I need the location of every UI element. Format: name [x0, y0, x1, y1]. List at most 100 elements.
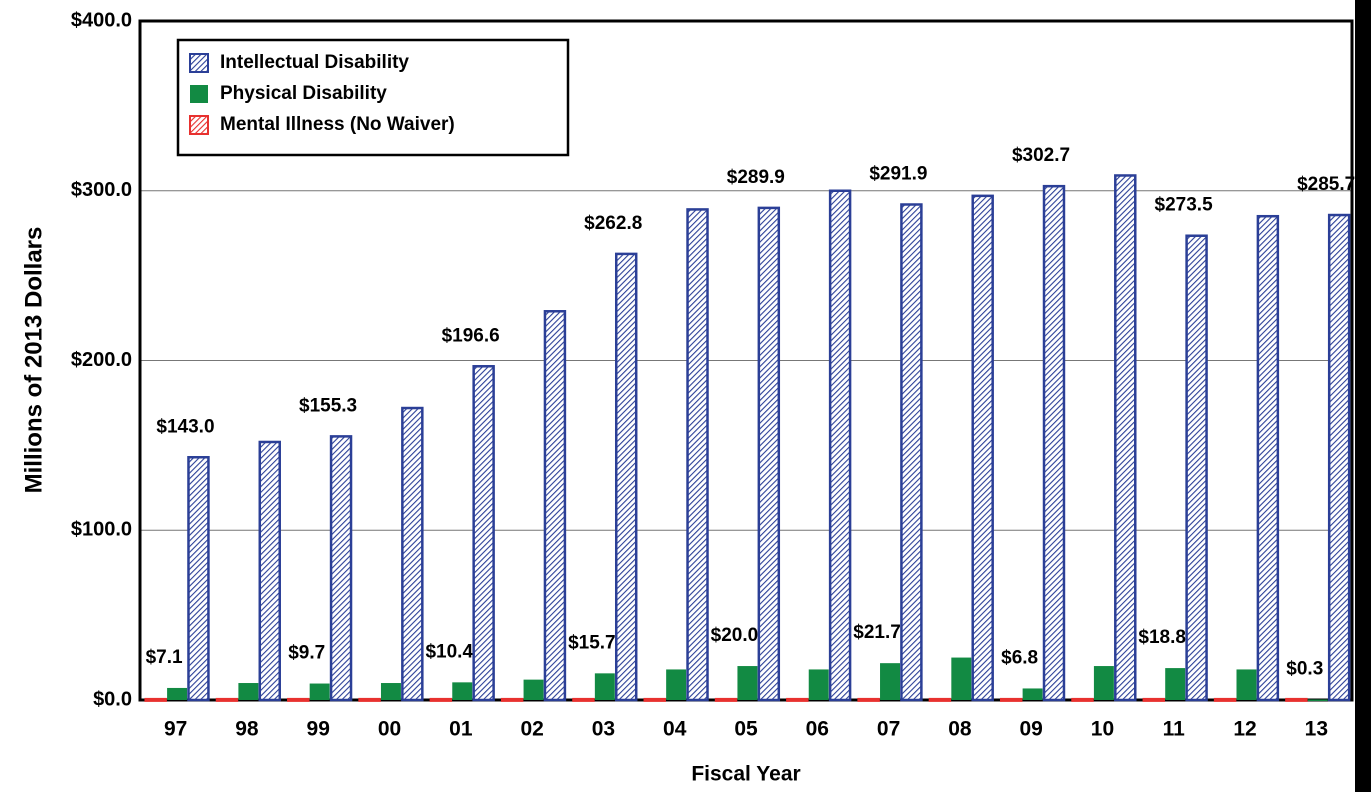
legend-swatch — [189, 53, 209, 73]
bar — [1114, 174, 1137, 702]
data-label: $196.6 — [442, 325, 500, 346]
x-tick-label: 09 — [1019, 718, 1042, 741]
bar — [594, 673, 615, 700]
bar — [380, 683, 401, 700]
y-tick-label: $300.0 — [71, 179, 132, 201]
bar — [666, 669, 687, 700]
data-label: $285.7 — [1297, 174, 1355, 195]
x-tick-label: 10 — [1091, 718, 1114, 741]
x-tick-label: 06 — [806, 718, 829, 741]
bar — [238, 683, 259, 700]
bar — [187, 456, 210, 702]
x-tick-label: 98 — [235, 718, 259, 741]
data-label: $9.7 — [288, 643, 325, 664]
bar — [329, 435, 353, 702]
legend-swatch — [190, 85, 208, 103]
bar — [523, 679, 544, 700]
bar — [1071, 697, 1094, 702]
data-label: $20.0 — [711, 625, 759, 646]
y-tick-label: $100.0 — [71, 519, 132, 541]
data-label: $302.7 — [1012, 145, 1070, 166]
bar — [401, 406, 424, 702]
x-tick-label: 01 — [449, 718, 473, 741]
bar — [614, 252, 638, 702]
data-label: $15.7 — [568, 632, 616, 653]
data-label: $7.1 — [146, 647, 183, 668]
legend-label: Physical Disability — [220, 83, 387, 104]
bar — [1327, 213, 1351, 702]
edge-bar — [1355, 0, 1371, 792]
bar — [258, 440, 281, 702]
bar — [951, 657, 972, 700]
bar — [828, 189, 852, 702]
bar — [429, 697, 453, 702]
bar — [472, 365, 495, 702]
x-tick-label: 07 — [877, 718, 900, 741]
bar — [1022, 688, 1043, 700]
bar — [167, 687, 188, 700]
bar — [1165, 668, 1186, 700]
data-label: $18.8 — [1138, 627, 1186, 648]
x-tick-label: 02 — [520, 718, 543, 741]
bar — [999, 697, 1023, 702]
data-label: $10.4 — [425, 641, 473, 662]
legend-label: Mental Illness (No Waiver) — [220, 114, 455, 135]
bar — [1185, 234, 1208, 702]
bar — [500, 697, 524, 702]
bar — [786, 697, 809, 702]
x-tick-label: 11 — [1163, 718, 1186, 741]
data-label: $273.5 — [1155, 195, 1214, 216]
bar — [215, 697, 239, 702]
legend-swatch — [189, 115, 209, 135]
bar — [900, 203, 923, 702]
x-tick-label: 05 — [734, 718, 758, 741]
bar — [971, 194, 994, 702]
bar — [309, 683, 330, 700]
data-label: $155.3 — [299, 395, 357, 416]
bar — [686, 208, 709, 702]
bar — [572, 697, 595, 702]
x-tick-label: 99 — [307, 718, 330, 741]
data-label: $262.8 — [584, 213, 642, 234]
x-tick-label: 97 — [164, 718, 187, 741]
x-axis-title: Fiscal Year — [691, 763, 800, 786]
data-label: $6.8 — [1001, 647, 1038, 668]
y-tick-label: $400.0 — [71, 9, 132, 31]
bar — [1093, 666, 1114, 700]
bar — [1256, 214, 1280, 702]
bar — [1213, 697, 1237, 702]
bar — [1236, 669, 1257, 700]
x-tick-label: 00 — [378, 718, 401, 741]
bar — [1142, 697, 1166, 702]
data-label: $289.9 — [727, 167, 785, 188]
bar — [452, 682, 473, 700]
bar — [543, 310, 567, 702]
bar — [643, 697, 666, 702]
x-tick-label: 13 — [1305, 718, 1328, 741]
x-tick-label: 08 — [948, 718, 972, 741]
bar — [1307, 699, 1328, 701]
y-tick-label: $200.0 — [71, 349, 132, 371]
bar — [1285, 697, 1308, 702]
bar — [928, 697, 952, 702]
y-axis-title: Millions of 2013 Dollars — [20, 227, 47, 494]
legend-label: Intellectual Disability — [220, 52, 409, 73]
bar — [714, 697, 738, 702]
x-tick-label: 12 — [1233, 718, 1256, 741]
bar — [1042, 184, 1066, 702]
bar — [144, 697, 167, 702]
bar — [857, 697, 880, 702]
data-label: $143.0 — [156, 416, 214, 437]
bar — [358, 697, 381, 702]
data-label: $0.3 — [1286, 659, 1323, 680]
data-label: $291.9 — [869, 164, 927, 185]
bar — [880, 663, 900, 700]
bar — [808, 669, 829, 700]
x-tick-label: 03 — [592, 718, 615, 741]
x-tick-label: 04 — [663, 718, 687, 741]
bar — [737, 666, 758, 700]
bar — [287, 697, 310, 702]
legend-box — [176, 38, 570, 157]
y-tick-label: $0.0 — [93, 688, 132, 710]
